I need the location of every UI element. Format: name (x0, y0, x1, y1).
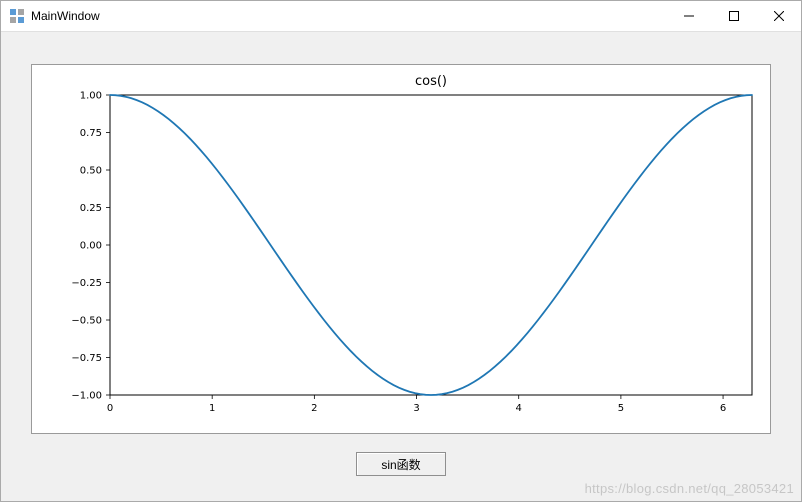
svg-text:cos(): cos() (415, 74, 447, 89)
svg-text:3: 3 (413, 403, 419, 414)
svg-text:1: 1 (209, 403, 215, 414)
app-icon (9, 8, 25, 24)
svg-text:6: 6 (720, 403, 726, 414)
svg-text:0.00: 0.00 (80, 241, 102, 252)
cosine-chart: cos() 0 1 2 3 4 5 6 −1.00 −0.75 −0.50 −0.25 0.00 0.25… (32, 65, 770, 433)
svg-text:0.50: 0.50 (80, 166, 102, 177)
svg-text:2: 2 (311, 403, 317, 414)
svg-text:5: 5 (618, 403, 624, 414)
titlebar: MainWindow (1, 1, 801, 32)
maximize-button[interactable] (711, 1, 756, 31)
svg-text:0.25: 0.25 (80, 203, 102, 214)
svg-text:0.75: 0.75 (80, 128, 102, 139)
svg-text:−1.00: −1.00 (71, 391, 102, 402)
client-area: cos() 0 1 2 3 4 5 6 −1.00 −0.75 −0.50 −0.25 0.00 0.25… (1, 32, 801, 501)
svg-text:−0.75: −0.75 (71, 353, 102, 364)
svg-text:1.00: 1.00 (80, 91, 102, 102)
window-controls (666, 1, 801, 31)
svg-text:−0.50: −0.50 (71, 316, 102, 327)
button-bar: sin函数 (356, 452, 446, 476)
plot-frame: cos() 0 1 2 3 4 5 6 −1.00 −0.75 −0.50 −0.25 0.00 0.25… (31, 64, 771, 434)
sin-function-button[interactable]: sin函数 (356, 452, 446, 476)
svg-text:0: 0 (107, 403, 113, 414)
close-button[interactable] (756, 1, 801, 31)
main-window: MainWindow cos() 0 1 2 3 4 5 6 −1.00 −0.75 −0.50 −0… (0, 0, 802, 502)
svg-text:−0.25: −0.25 (71, 278, 102, 289)
svg-text:4: 4 (516, 403, 522, 414)
minimize-button[interactable] (666, 1, 711, 31)
window-title: MainWindow (31, 9, 666, 23)
